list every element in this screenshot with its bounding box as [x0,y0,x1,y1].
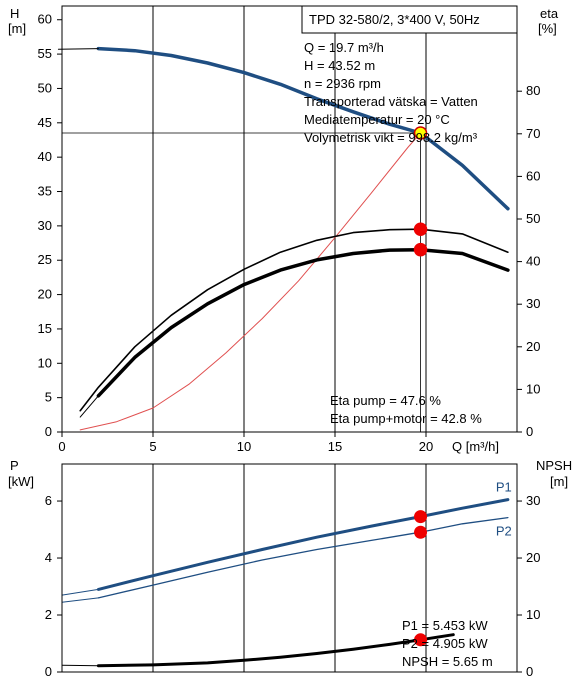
top-series [57,46,510,431]
npsh-axis-label: NPSH [536,458,572,473]
h-tick-label: 25 [38,252,52,267]
npsh-tick-label: 30 [526,493,540,508]
h-tick-label: 50 [38,80,52,95]
eta-tick-label: 20 [526,339,540,354]
q-tick-labels: 0 5 10 15 20 [58,432,433,454]
info-line: H = 43.52 m [304,58,375,73]
info-line: Transporterad vätska = Vatten [304,94,478,109]
p-tick-label: 6 [45,493,52,508]
eta-pump-motor-text: Eta pump+motor = 42.8 % [330,411,482,426]
npsh-value-text: NPSH = 5.65 m [402,654,493,669]
q-tick-label: 10 [237,439,251,454]
eta-tick-label: 10 [526,381,540,396]
curve-series [61,588,99,596]
npsh-tick-label: 0 [526,664,533,679]
info-line: n = 2936 rpm [304,76,381,91]
h-tick-label: 15 [38,321,52,336]
curve-series [96,46,510,211]
eta-tick-label: 80 [526,83,540,98]
p-tick-label: 0 [45,664,52,679]
bottom-chart: P [kW] NPSH [m] 0 2 4 6 0 10 20 30 P1 P2 P1 = 5… [8,458,572,679]
p-tick-labels: 0 2 4 6 [45,493,62,679]
bottom-series [61,498,510,668]
p2-value-text: P2 = 4.905 kW [402,636,488,651]
h-tick-label: 5 [45,390,52,405]
h-axis-unit: [m] [8,21,26,36]
eta-tick-label: 70 [526,126,540,141]
top-plot-frame [61,5,518,433]
curve-series [96,633,455,668]
curve-series [97,516,509,599]
h-axis-label: H [10,6,19,21]
eta-tick-label: 30 [526,296,540,311]
efficiency-info: Eta pump = 47.6 % Eta pump+motor = 42.8 … [330,393,482,426]
operating-point-marker [413,242,428,257]
operating-point-marker [413,126,428,140]
q-tick-label: 20 [419,439,433,454]
h-tick-labels: 0 5 10 15 20 25 30 35 40 45 50 55 60 [38,12,62,439]
top-vertical-gridlines [152,6,427,432]
npsh-axis-unit: [m] [550,474,568,489]
h-tick-label: 20 [38,287,52,302]
h-tick-label: 0 [45,424,52,439]
p-tick-label: 4 [45,550,52,565]
q-tick-label: 15 [328,439,342,454]
q-tick-label: 5 [149,439,156,454]
curve-series [79,395,99,418]
operating-point-marker [413,222,428,236]
curve-series [96,247,510,398]
npsh-tick-labels: 0 10 20 30 [517,493,540,679]
h-tick-label: 40 [38,149,52,164]
info-line: Volymetrisk vikt = 998.2 kg/m³ [304,130,478,145]
operating-point-info: Q = 19.7 m³/h H = 43.52 m n = 2936 rpm T… [304,40,478,145]
curve-series [96,498,510,591]
operating-point-marker [414,633,428,647]
info-line: Q = 19.7 m³/h [304,40,384,55]
curve-series [57,48,99,50]
eta-tick-label: 50 [526,211,540,226]
series-label-p1: P1 [496,480,512,495]
q-axis-label: Q [m³/h] [452,439,499,454]
curve-series [61,597,99,603]
eta-pump-text: Eta pump = 47.6 % [330,393,441,408]
h-tick-label: 35 [38,184,52,199]
series-labels: P1 P2 [496,480,512,539]
curve-series [79,132,421,431]
curve-series [61,664,99,667]
npsh-tick-label: 10 [526,607,540,622]
eta-tick-label: 40 [526,254,540,269]
h-tick-label: 30 [38,218,52,233]
eta-tick-label: 0 [526,424,533,439]
p-axis-unit: [kW] [8,474,34,489]
p1-value-text: P1 = 5.453 kW [402,618,488,633]
operating-point-marker [414,510,428,524]
eta-tick-label: 60 [526,168,540,183]
h-tick-label: 10 [38,355,52,370]
power-info: P1 = 5.453 kW P2 = 4.905 kW NPSH = 5.65 … [402,618,493,669]
title-box [301,5,518,34]
pump-title: TPD 32-580/2, 3*400 V, 50Hz [309,12,480,27]
npsh-tick-label: 20 [526,550,540,565]
top-markers [413,126,428,257]
eta-axis-label: eta [540,6,559,21]
operating-point-marker [414,525,428,539]
bottom-plot-frame [61,463,518,673]
info-line: Mediatemperatur = 20 °C [304,112,450,127]
q-tick-label: 0 [58,439,65,454]
eta-axis-unit: [%] [538,21,557,36]
h-tick-label: 45 [38,115,52,130]
eta-tick-labels: 0 10 20 30 40 50 60 70 80 [517,83,540,439]
h-tick-label: 55 [38,46,52,61]
bottom-markers [414,510,428,647]
p-axis-label: P [10,458,19,473]
p-tick-label: 2 [45,607,52,622]
h-tick-label: 60 [38,12,52,27]
series-label-p2: P2 [496,524,512,539]
operating-point-guides [62,132,421,432]
